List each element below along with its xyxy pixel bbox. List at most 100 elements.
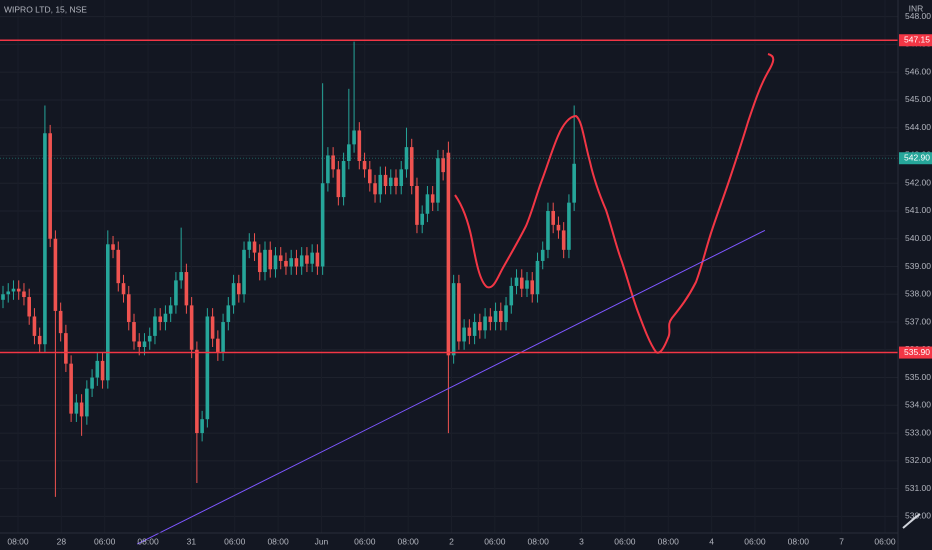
candle-body [37,335,42,345]
candle-body [341,161,346,198]
y-tick-label: 539.00 [905,261,931,271]
axes: 530.00531.00532.00533.00534.00535.00536.… [7,11,932,546]
x-tick-label: 08:00 [788,536,810,546]
y-tick-label: 537.00 [905,316,931,326]
price-label: 535.90 [904,347,930,357]
candle-body [268,249,273,270]
candle-body [210,316,215,339]
last-price-label: 542.90 [904,152,930,162]
candle-body [331,155,335,170]
candle-body [305,255,309,264]
x-tick-label: 06:00 [614,536,636,546]
candle-body [174,280,178,306]
candle-body [48,133,52,239]
candle-body [394,177,398,186]
candle-body [388,177,393,186]
candle-body [399,169,404,186]
y-tick-label: 546.00 [905,66,931,76]
candle-body [368,169,372,184]
candle-body [320,183,325,267]
y-tick-label: 542.00 [905,177,931,187]
candle-body [310,252,314,264]
candle-body [441,158,445,173]
price-label-box [899,346,932,359]
candle-body [362,161,367,170]
candle-body [509,285,514,306]
y-tick-label: 541.00 [905,205,931,215]
candle-body [436,158,440,203]
candle-body [383,174,388,186]
candle-body [451,283,456,356]
y-tick-label: 540.00 [905,233,931,243]
candle-body [43,133,47,345]
candle-body [237,283,241,295]
y-tick-label: 531.00 [905,483,931,493]
candle-body [184,272,189,306]
candle-body [514,277,519,286]
candle-body [163,313,168,323]
candle-body [315,252,320,267]
candle-body [111,244,115,250]
y-tick-label: 533.00 [905,427,931,437]
candle-body [242,249,246,295]
candle-body [158,316,162,323]
x-tick-label: 4 [709,536,714,546]
candle-body [79,402,84,417]
candles [1,41,576,497]
candle-body [551,210,555,225]
x-tick-label: 2 [449,536,454,546]
candle-body [11,288,16,292]
candle-body [263,249,267,273]
y-tick-label: 532.00 [905,455,931,465]
drawings [0,39,898,545]
candle-body [483,316,487,331]
candle-body [22,291,26,298]
candle-body [16,288,21,292]
trendline [136,229,766,545]
candle-body [430,194,435,203]
candle-body [32,316,37,336]
candle-body [1,294,5,300]
y-tick-label: 538.00 [905,289,931,299]
candle-body [257,252,262,273]
candle-body [116,249,121,284]
y-tick-label: 535.00 [905,372,931,382]
candle-body [289,258,293,267]
candle-body [179,272,183,281]
candle-body [69,363,73,414]
candle-body [64,333,68,364]
candle-body [294,258,299,267]
candle-body [142,341,147,348]
candle-body [525,280,529,289]
y-tick-label: 545.00 [905,94,931,104]
candle-body [74,402,79,414]
candle-body [231,283,236,306]
candle-body [153,316,157,336]
candle-body [373,183,377,195]
candle-body [95,360,100,378]
y-tick-label: 534.00 [905,400,931,410]
candle-body [226,305,231,323]
currency-label: INR [909,3,924,13]
y-tick-label: 544.00 [905,122,931,132]
candle-body [273,255,278,270]
candle-body [567,202,571,250]
x-tick-label: 06:00 [484,536,506,546]
candle-body [247,241,252,250]
candle-body [126,294,131,323]
candle-body [299,255,304,267]
candle-body [336,169,341,198]
projection-sketch [454,53,775,354]
x-tick-label: 3 [579,536,584,546]
candle-body [100,360,105,381]
candle-body [132,322,136,342]
y-tick-label: 548.00 [905,11,931,21]
candle-body [347,144,351,162]
candle-body [106,244,110,381]
candle-body [462,327,466,342]
x-tick-label: 31 [187,536,197,546]
candle-body [446,152,451,356]
candle-body [27,297,31,317]
